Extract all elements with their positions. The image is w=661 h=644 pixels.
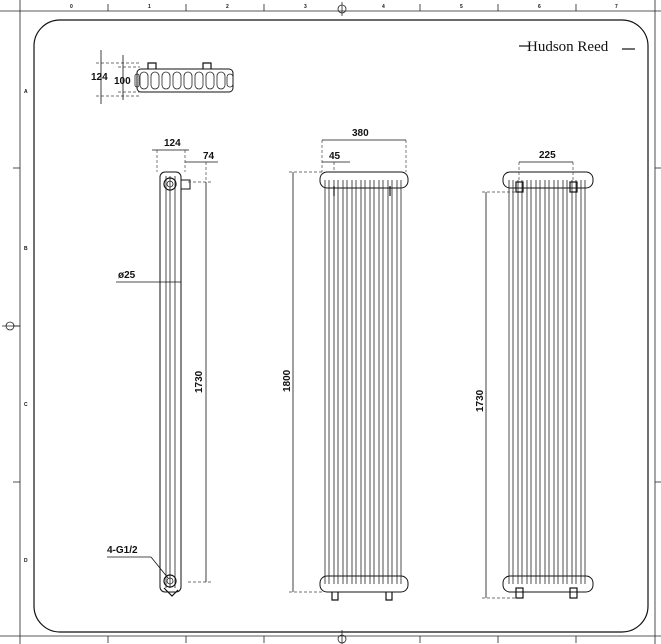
brand-name: Hudson Reed	[527, 39, 609, 55]
centering-mark-left	[2, 321, 20, 331]
dim-side-offset: 74	[203, 151, 215, 162]
dim-front-width: 380	[352, 128, 369, 139]
col-label: 7	[615, 4, 618, 10]
centering-mark-top	[337, 2, 347, 16]
row-label: B	[24, 246, 28, 252]
rear-view: 225 1730	[475, 150, 594, 599]
front-view: 380 45 1800	[282, 128, 409, 601]
dim-top-outer: 124	[91, 72, 108, 83]
col-label: 3	[304, 4, 307, 10]
drawing-border	[33, 19, 649, 633]
top-view: 124 100	[91, 50, 234, 104]
col-label: 1	[148, 4, 151, 10]
dim-side-depth: 124	[164, 138, 181, 149]
dim-front-height: 1800	[282, 369, 293, 392]
row-label: C	[24, 402, 28, 408]
col-label: 5	[460, 4, 463, 10]
row-label: A	[24, 89, 28, 95]
connection-label: 4-G1/2	[107, 545, 138, 556]
dim-rear-height: 1730	[475, 389, 486, 412]
col-label: 2	[226, 4, 229, 10]
brand-logo: Hudson Reed	[519, 39, 635, 55]
dim-pipe-diameter: ø25	[118, 270, 136, 281]
col-label: 6	[538, 4, 541, 10]
dim-top-inner: 100	[114, 76, 131, 87]
dim-rear-brackets: 225	[539, 150, 556, 161]
dim-side-height: 1730	[194, 370, 205, 393]
col-label: 4	[382, 4, 385, 10]
col-label: 0	[70, 4, 73, 10]
side-view: 124 74 ø25 1730 4-G1/2	[107, 138, 218, 597]
dim-front-pitch: 45	[329, 151, 341, 162]
row-label: D	[24, 558, 28, 564]
